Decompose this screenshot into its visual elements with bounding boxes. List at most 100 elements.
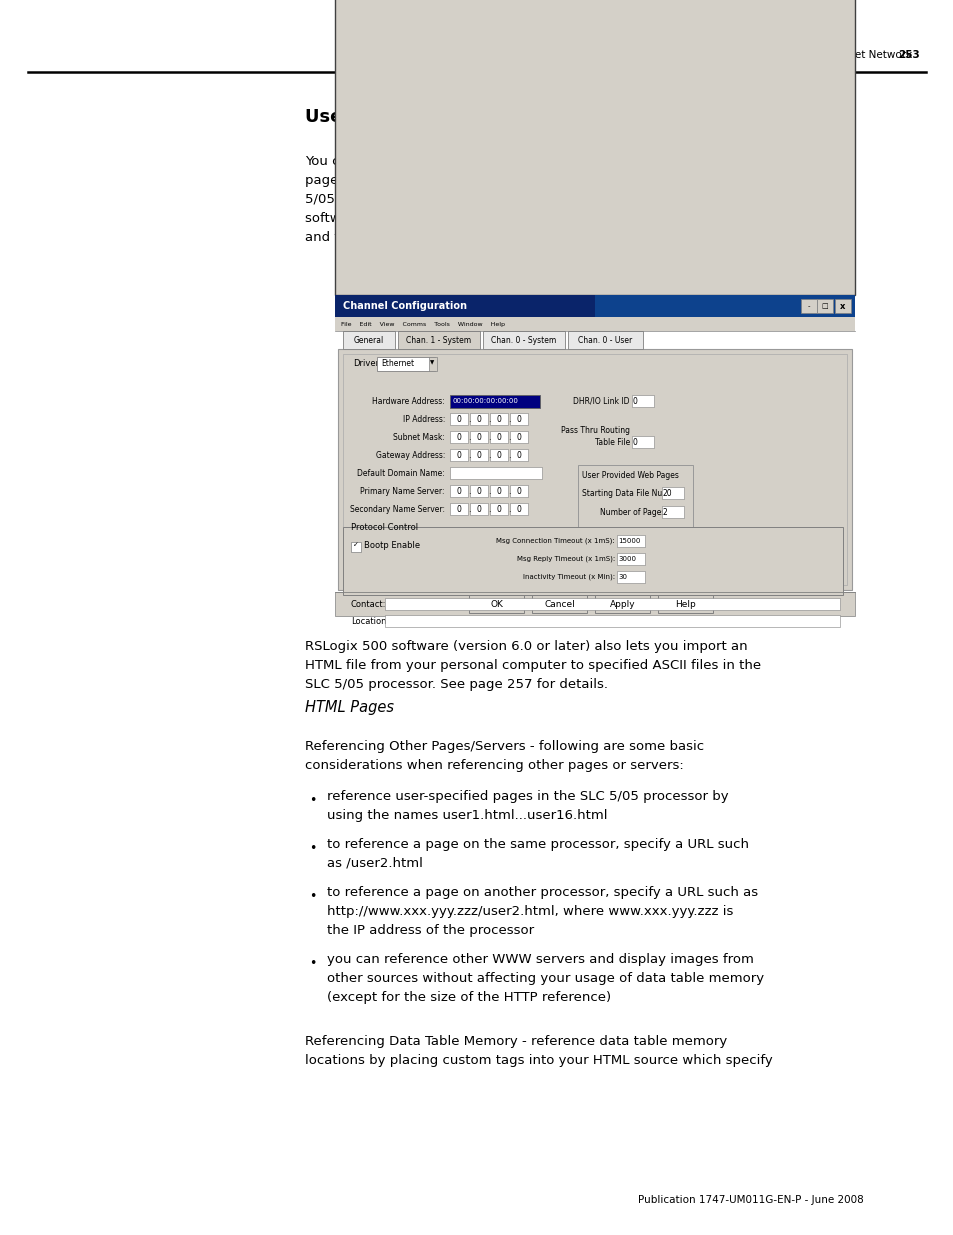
Text: the IP address of the processor: the IP address of the processor <box>327 924 534 937</box>
Bar <box>470 431 488 443</box>
Text: http://www.xxx.yyy.zzz/user2.html, where www.xxx.yyy.zzz is: http://www.xxx.yyy.zzz/user2.html, where… <box>327 905 733 918</box>
Text: 0: 0 <box>476 487 481 495</box>
Bar <box>510 412 527 425</box>
Bar <box>450 395 539 408</box>
Text: .: . <box>487 451 490 459</box>
Text: you can reference other WWW servers and display images from: you can reference other WWW servers and … <box>327 953 753 966</box>
Text: 5/05 processor. The channel configuration feature of RSLogix 500: 5/05 processor. The channel configuratio… <box>305 193 741 206</box>
Bar <box>397 331 479 350</box>
Bar <box>490 412 507 425</box>
Text: 0: 0 <box>497 415 501 424</box>
Text: (except for the size of the HTTP reference): (except for the size of the HTTP referen… <box>327 990 611 1004</box>
Text: 2: 2 <box>662 508 667 516</box>
Text: Bootp Enable: Bootp Enable <box>364 541 419 550</box>
Text: .: . <box>487 487 490 495</box>
Text: 00:00:00:00:00:00: 00:00:00:00:00:00 <box>453 398 518 404</box>
Text: .: . <box>487 432 490 441</box>
Bar <box>595 595 649 613</box>
Text: Referencing Other Pages/Servers - following are some basic: Referencing Other Pages/Servers - follow… <box>305 740 703 753</box>
Text: .: . <box>467 432 470 441</box>
Text: Ethernet: Ethernet <box>380 358 414 368</box>
Bar <box>595 295 854 317</box>
Text: 30: 30 <box>618 574 626 580</box>
Text: 0: 0 <box>497 432 501 441</box>
Text: Cancel: Cancel <box>543 599 575 609</box>
Text: .: . <box>467 415 470 424</box>
Bar <box>385 615 840 627</box>
Text: Subnet Mask:: Subnet Mask: <box>393 432 444 441</box>
Text: Referencing Data Table Memory - reference data table memory: Referencing Data Table Memory - referenc… <box>305 1035 726 1049</box>
Text: Inactivity Timeout (x Min):: Inactivity Timeout (x Min): <box>522 574 615 580</box>
Text: to reference a page on another processor, specify a URL such as: to reference a page on another processor… <box>327 885 758 899</box>
Text: .: . <box>507 415 510 424</box>
Bar <box>801 299 816 312</box>
Bar <box>470 503 488 515</box>
Text: 0: 0 <box>497 505 501 514</box>
Bar <box>834 299 850 312</box>
Bar <box>470 412 488 425</box>
Text: User Provided Web Pages: User Provided Web Pages <box>581 471 679 479</box>
Bar <box>470 485 488 496</box>
Text: Starting Data File Number:: Starting Data File Number: <box>581 489 684 498</box>
Text: other sources without affecting your usage of data table memory: other sources without affecting your usa… <box>327 972 763 986</box>
Text: Communicating with Devices on an Ethernet Network: Communicating with Devices on an Etherne… <box>631 49 911 61</box>
Text: Protocol Control: Protocol Control <box>351 522 417 531</box>
Text: 0: 0 <box>516 451 521 459</box>
Text: HTML Pages: HTML Pages <box>305 700 394 715</box>
Text: x: x <box>840 301 844 310</box>
Bar <box>351 542 360 552</box>
Text: •: • <box>309 890 316 903</box>
Text: .: . <box>487 415 490 424</box>
Text: Apply: Apply <box>609 599 635 609</box>
Text: Gateway Address:: Gateway Address: <box>375 451 444 459</box>
Text: pages. Each page is stored in four consecutive ASCII files of the SLC: pages. Each page is stored in four conse… <box>305 174 759 186</box>
Text: 0: 0 <box>476 432 481 441</box>
Text: Secondary Name Server:: Secondary Name Server: <box>350 505 444 514</box>
Text: HTML file from your personal computer to specified ASCII files in the: HTML file from your personal computer to… <box>305 659 760 672</box>
Bar <box>578 466 692 529</box>
Text: Location:: Location: <box>351 616 389 625</box>
Bar <box>510 431 527 443</box>
Text: 0: 0 <box>476 451 481 459</box>
Bar <box>532 595 586 613</box>
Text: 0: 0 <box>456 415 461 424</box>
Text: to reference a page on the same processor, specify a URL such: to reference a page on the same processo… <box>327 839 748 851</box>
Text: •: • <box>309 842 316 855</box>
Text: Driver: Driver <box>353 358 378 368</box>
Bar <box>490 431 507 443</box>
Text: locations by placing custom tags into your HTML source which specify: locations by placing custom tags into yo… <box>305 1053 772 1067</box>
Text: .: . <box>467 505 470 514</box>
Text: software (version 6.0 or later), lets you select the starting file number: software (version 6.0 or later), lets yo… <box>305 212 772 225</box>
Text: Default Domain Name:: Default Domain Name: <box>356 468 444 478</box>
Text: Publication 1747-UM011G-EN-P - June 2008: Publication 1747-UM011G-EN-P - June 2008 <box>638 1195 862 1205</box>
Text: reference user-specified pages in the SLC 5/05 processor by: reference user-specified pages in the SL… <box>327 790 728 803</box>
Text: .: . <box>487 505 490 514</box>
Bar <box>510 485 527 496</box>
Bar <box>816 299 832 312</box>
Text: 0: 0 <box>497 451 501 459</box>
Text: IP Address:: IP Address: <box>402 415 444 424</box>
Text: Msg Reply Timeout (x 1mS):: Msg Reply Timeout (x 1mS): <box>517 556 615 562</box>
Bar <box>490 485 507 496</box>
Text: 0: 0 <box>633 437 638 447</box>
Text: □: □ <box>821 303 827 309</box>
Bar <box>450 431 468 443</box>
Bar <box>450 450 468 461</box>
Text: •: • <box>309 794 316 806</box>
Text: using the names user1.html...user16.html: using the names user1.html...user16.html <box>327 809 607 823</box>
Text: 0: 0 <box>476 505 481 514</box>
Bar <box>631 436 654 448</box>
Bar <box>510 503 527 515</box>
Text: Pass Thru Routing: Pass Thru Routing <box>560 426 629 435</box>
Text: OK: OK <box>490 599 502 609</box>
Bar <box>335 317 854 331</box>
Bar <box>450 467 541 479</box>
Bar <box>376 357 435 370</box>
Text: -: - <box>807 303 809 309</box>
Text: 3000: 3000 <box>618 556 636 562</box>
Text: DHR/IO Link ID: DHR/IO Link ID <box>573 396 629 405</box>
Text: Number of Pages:: Number of Pages: <box>599 508 667 516</box>
Text: You can use a text editor to generate up to 16 user-provided web: You can use a text editor to generate up… <box>305 156 740 168</box>
Text: 0: 0 <box>516 505 521 514</box>
Bar <box>337 350 851 590</box>
